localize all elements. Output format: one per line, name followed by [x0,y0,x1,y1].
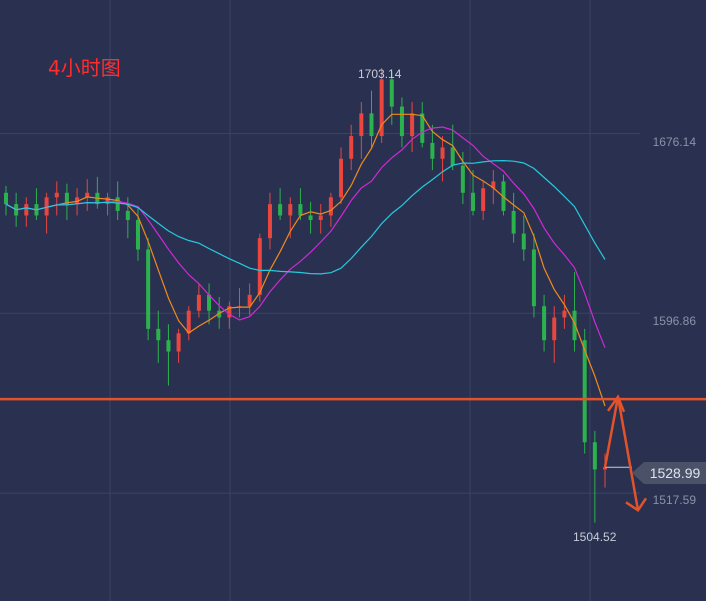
candle-body [44,197,49,216]
candle-body [420,113,425,143]
candle-body [471,192,476,211]
candle-body [146,249,151,329]
candle-body [135,219,140,250]
candle-body [186,310,191,334]
candle-body [491,181,496,189]
candle-body [592,442,597,470]
candle-body [389,79,394,107]
ma-mid-line [5,126,606,348]
candle-body [399,106,404,137]
candle-body [227,306,232,318]
candle-body [410,113,415,137]
candle-body [247,294,252,307]
y-tick-label: 1517.59 [652,493,696,507]
candle-body [603,467,607,470]
candle-body [339,158,344,198]
candle-body [440,147,445,159]
candle-body [298,204,303,216]
candle-body [572,310,577,341]
candle-body [531,249,536,307]
candle-body [521,233,526,250]
forecast-arrowhead-down [625,497,648,513]
candle-body [75,197,80,205]
candle-body [115,197,120,211]
candle-body [359,113,364,137]
candle-body [481,188,486,211]
candle-body [582,340,587,443]
candle-body [349,136,354,159]
candle-body [257,238,262,295]
candle-body [542,306,547,341]
candle-body [54,192,59,198]
candle-body [318,215,323,220]
candle-body [105,197,110,205]
candle-body [430,142,435,159]
candle-body [196,294,201,311]
candle-body [450,147,455,166]
candle-body [379,79,384,137]
candle-body [288,204,293,216]
y-tick-label: 1676.14 [652,135,696,149]
candle-body [176,333,181,352]
candle-body [511,210,516,234]
candle-body [156,328,161,341]
high-annotation: 1703.14 [358,67,402,81]
candle-body [562,310,567,318]
candle-body [369,113,374,137]
candle-body [552,317,557,341]
candle-body [4,192,8,205]
ma-slow-line [5,159,606,275]
candle-body [267,204,272,239]
candle-body [207,294,212,311]
candle-body [460,165,465,193]
candle-body [24,204,29,216]
candle-body [125,210,130,220]
low-annotation: 1504.52 [573,530,617,544]
candle-body [85,192,90,198]
chart-title: 4小时图 [48,56,121,80]
ma-fast-line [5,113,606,407]
candle-body [328,197,333,216]
current-price-tag: 1528.99 [632,462,706,484]
y-tick-label: 1596.86 [652,314,696,328]
candle-body [64,192,69,205]
candle-body [278,204,283,216]
candle-body [166,340,171,352]
candle-body [308,215,313,220]
forecast-arrowhead-up [606,394,626,413]
